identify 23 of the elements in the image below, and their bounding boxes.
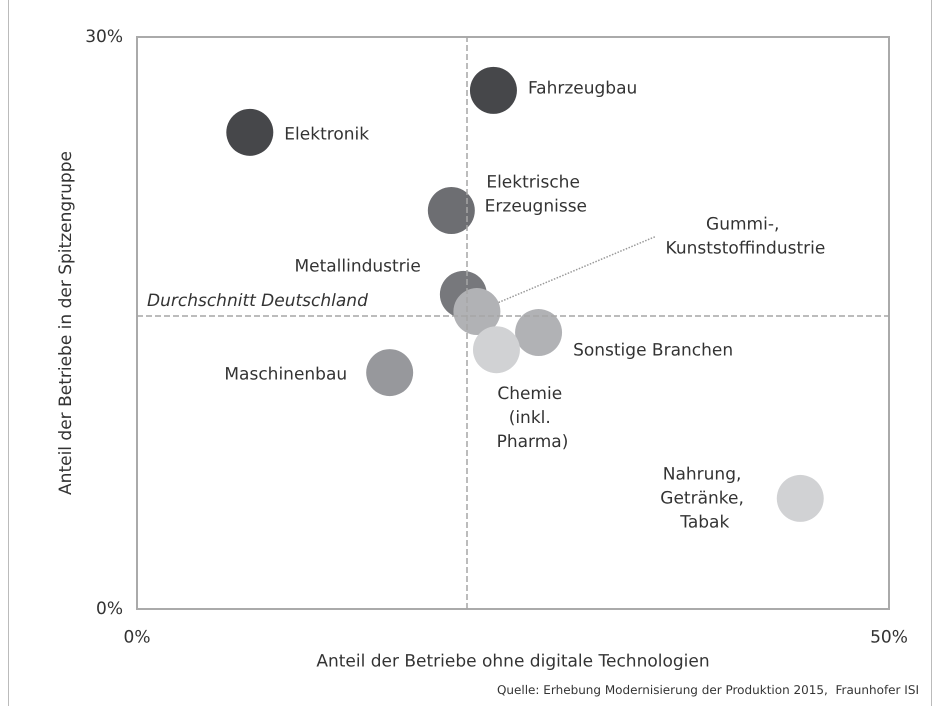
series-label: Elektronik: [284, 124, 370, 144]
text: Gummi-, Kunststoffindustrie: [666, 214, 826, 259]
point: [453, 288, 500, 336]
point: [366, 349, 414, 396]
point: [226, 108, 274, 156]
point: [428, 187, 475, 234]
series-label: Chemie (inkl. Pharma): [496, 384, 568, 452]
point: [470, 66, 517, 114]
point: [473, 326, 520, 374]
series-label: Nahrung, Getränke, Tabak: [660, 464, 750, 532]
y-axis-title: Anteil der Betriebe in der Spitzengruppe: [56, 151, 76, 495]
series-label: Fahrzeugbau: [528, 78, 638, 98]
series-label: Metallindustrie: [294, 256, 421, 276]
ref-line-label: Durchschnitt Deutschland: [147, 290, 368, 311]
source-note: Quelle: Erhebung Modernisierung der Produktion 2015, Fraunhofer ISI: [496, 683, 919, 697]
series-label: Maschinenbau: [224, 364, 348, 385]
x-axis-title: Anteil der Betriebe ohne digitale Technologien: [316, 652, 710, 672]
point: [515, 309, 562, 356]
y-tick-label: 30%: [85, 27, 123, 47]
series-label: Sonstige Branchen: [573, 340, 734, 361]
series-label: Elektrische Erzeugnisse: [484, 172, 588, 217]
x-tick-label: 50%: [870, 628, 908, 648]
point: [776, 474, 824, 522]
